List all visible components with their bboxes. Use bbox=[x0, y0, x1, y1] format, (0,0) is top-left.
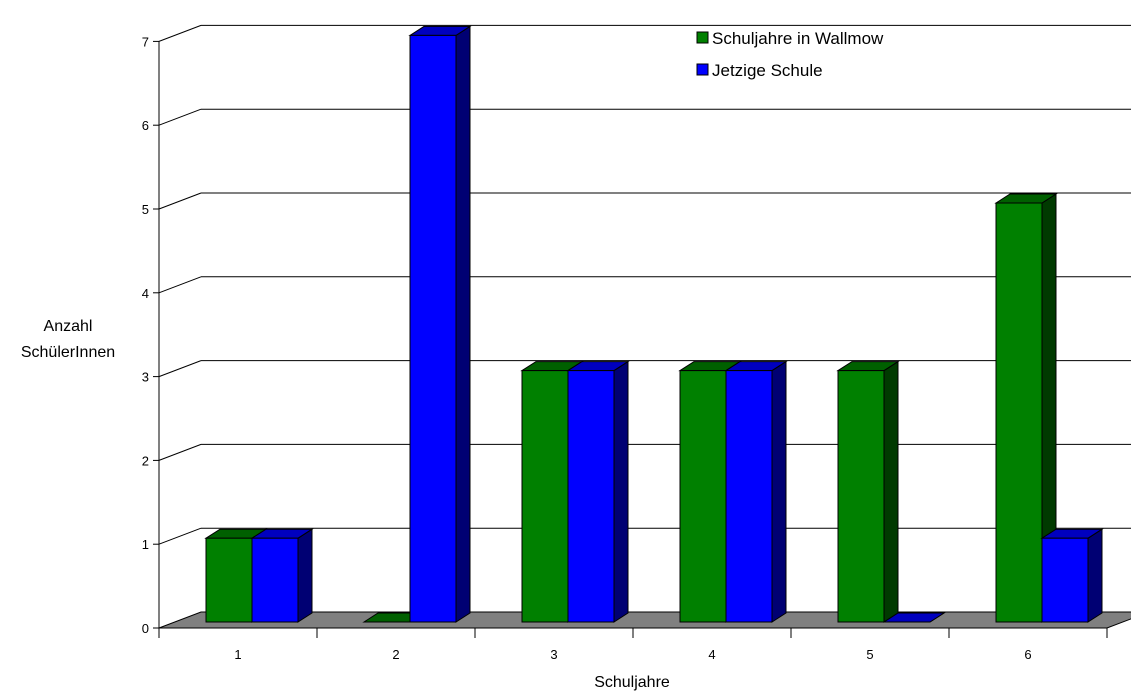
y-axis-title-line-1: Anzahl bbox=[44, 318, 93, 335]
bar-front-s2-cat-2 bbox=[409, 34, 457, 623]
axes: 0 1 2 3 4 5 6 7 1 2 3 4 5 6 bbox=[142, 34, 1108, 662]
bar-front-s2-cat-1 bbox=[251, 537, 299, 623]
bar-side-s2-cat-1 bbox=[297, 528, 313, 623]
bar-s2-cat-1 bbox=[250, 528, 314, 623]
gridlines bbox=[158, 24, 1131, 545]
y-tick-label-2: 2 bbox=[142, 453, 149, 468]
legend-swatch-series-1 bbox=[696, 31, 709, 44]
gridline-connector-7 bbox=[158, 24, 202, 42]
bar-front-s1-cat-4 bbox=[679, 370, 727, 623]
x-tick-label-4: 4 bbox=[708, 647, 715, 662]
bar-s1-cat-6 bbox=[994, 193, 1058, 623]
bar-front-s1-cat-3 bbox=[521, 370, 569, 623]
bar-s2-cat-6 bbox=[1040, 528, 1104, 623]
bar-front-s2-cat-6 bbox=[1041, 537, 1089, 623]
bar-front-s2-cat-3 bbox=[567, 370, 615, 623]
bar-side-s2-cat-4 bbox=[771, 360, 787, 623]
bar-s2-cat-3 bbox=[566, 360, 630, 623]
bar-front-s1-cat-6 bbox=[995, 202, 1043, 623]
bar-side-s2-cat-6 bbox=[1087, 528, 1103, 623]
gridline-connector-1 bbox=[158, 527, 202, 545]
x-tick-label-5: 5 bbox=[866, 647, 873, 662]
y-tick-label-5: 5 bbox=[142, 202, 149, 217]
gridline-connector-6 bbox=[158, 108, 202, 126]
bars bbox=[204, 25, 1104, 623]
gridline-connector-4 bbox=[158, 276, 202, 294]
bar-top-s2-cat-5 bbox=[882, 612, 946, 623]
legend-swatch-series-2 bbox=[696, 63, 709, 76]
bar-s1-cat-5 bbox=[836, 360, 900, 623]
legend-label-series-2: Jetzige Schule bbox=[712, 61, 823, 80]
bar-s2-cat-2 bbox=[408, 25, 472, 623]
legend: Schuljahre in Wallmow Jetzige Schule bbox=[696, 29, 884, 80]
bar-side-s1-cat-5 bbox=[883, 360, 899, 623]
x-tick-label-2: 2 bbox=[392, 647, 399, 662]
x-tick-label-1: 1 bbox=[234, 647, 241, 662]
y-tick-label-4: 4 bbox=[142, 286, 149, 301]
bar-s2-cat-5 bbox=[882, 612, 946, 623]
x-tick-label-3: 3 bbox=[550, 647, 557, 662]
y-tick-label-1: 1 bbox=[142, 537, 149, 552]
gridline-connector-5 bbox=[158, 192, 202, 210]
y-tick-label-3: 3 bbox=[142, 370, 149, 385]
y-tick-label-6: 6 bbox=[142, 118, 149, 133]
bar-front-s1-cat-1 bbox=[205, 537, 253, 623]
y-tick-label-7: 7 bbox=[142, 34, 149, 49]
bar-s2-cat-4 bbox=[724, 360, 788, 623]
y-tick-label-0: 0 bbox=[142, 621, 149, 636]
gridline-connector-2 bbox=[158, 443, 202, 461]
bar-front-s1-cat-5 bbox=[837, 370, 885, 623]
legend-label-series-1: Schuljahre in Wallmow bbox=[712, 29, 884, 48]
bar-side-s2-cat-3 bbox=[613, 360, 629, 623]
bar-side-s2-cat-2 bbox=[455, 25, 471, 623]
x-tick-label-6: 6 bbox=[1024, 647, 1031, 662]
gridline-connector-3 bbox=[158, 360, 202, 378]
y-axis-title-line-2: SchülerInnen bbox=[21, 344, 115, 361]
x-axis-title: Schuljahre bbox=[594, 674, 670, 691]
bar-front-s2-cat-4 bbox=[725, 370, 773, 623]
